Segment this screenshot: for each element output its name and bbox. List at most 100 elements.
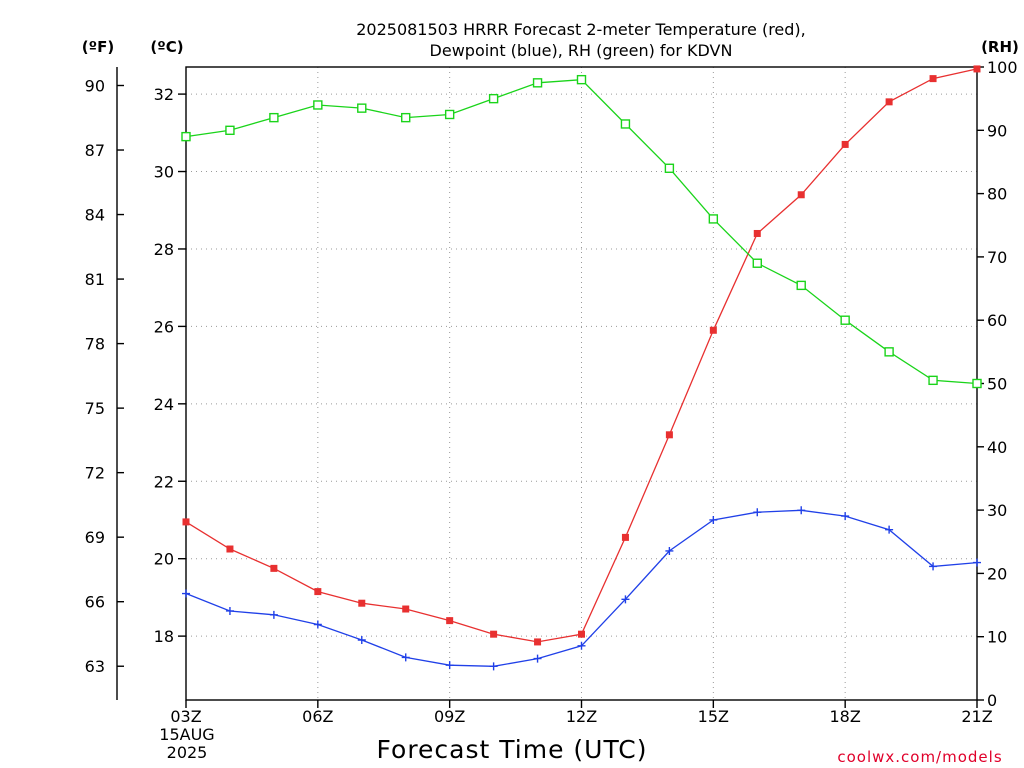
rh-tick-label: 90 xyxy=(987,121,1007,140)
chart-title-line-1: 2025081503 HRRR Forecast 2-meter Tempera… xyxy=(356,20,806,39)
x-date-year: 2025 xyxy=(167,743,208,762)
temperature-point xyxy=(534,638,542,646)
rh-tick-label: 0 xyxy=(987,691,997,710)
x-tick-label: 21Z xyxy=(961,707,992,726)
chart-title-line-2: Dewpoint (blue), RH (green) for KDVN xyxy=(430,41,733,60)
plot-frame xyxy=(185,66,978,701)
temperature-point xyxy=(797,191,805,199)
rh-point xyxy=(357,103,367,113)
rh-point xyxy=(928,375,938,386)
temperature-point xyxy=(621,533,629,541)
dewpoint-point xyxy=(533,654,542,663)
temperature-point xyxy=(578,630,585,638)
fahrenheit-tick-label: 78 xyxy=(85,335,105,354)
fahrenheit-tick-label: 75 xyxy=(85,399,105,418)
fahrenheit-tick-label: 63 xyxy=(85,657,105,676)
temperature-point xyxy=(929,75,937,83)
x-tick-label: 15Z xyxy=(698,707,729,726)
celsius-tick-label: 32 xyxy=(154,85,174,104)
celsius-tick-label: 18 xyxy=(154,627,174,646)
rh-point xyxy=(620,119,631,129)
grid-lines xyxy=(186,67,977,700)
dewpoint-point xyxy=(225,606,234,615)
dewpoint-point xyxy=(401,653,410,662)
dewpoint-point xyxy=(973,558,981,567)
fahrenheit-tick-label: 72 xyxy=(85,464,105,483)
rh-tick-label: 80 xyxy=(987,185,1007,204)
dewpoint-point xyxy=(313,620,322,629)
rh-point xyxy=(664,163,675,173)
temperature-point xyxy=(226,545,234,553)
rh-tick-label: 100 xyxy=(987,58,1018,77)
x-tick-label: 12Z xyxy=(566,707,597,726)
dewpoint-point xyxy=(357,635,366,644)
rh-point xyxy=(884,347,894,357)
x-tick-label: 18Z xyxy=(830,707,861,726)
x-tick-label: 06Z xyxy=(302,707,333,726)
fahrenheit-tick-label: 90 xyxy=(85,76,105,95)
tick-labels: 03Z 06Z 09Z 12Z 15Z 18Z 21Z 32 30 28 26 24 22 20 18 90 8… xyxy=(85,58,1018,726)
chart-title: 2025081503 HRRR Forecast 2-meter Tempera… xyxy=(356,20,806,60)
rh-tick-label: 40 xyxy=(987,438,1007,457)
rh-tick-label: 60 xyxy=(987,311,1007,330)
fahrenheit-unit-label: (ºF) xyxy=(82,38,114,56)
temperature-point xyxy=(314,588,322,596)
celsius-tick-label: 26 xyxy=(154,317,174,336)
dewpoint-point xyxy=(621,595,630,604)
dewpoint-point xyxy=(489,662,498,671)
rh-point xyxy=(972,378,982,389)
dewpoint-point xyxy=(665,546,674,555)
temperature-point xyxy=(709,326,717,334)
rh-point xyxy=(225,125,235,136)
rh-point xyxy=(401,112,411,123)
rh-point xyxy=(269,112,279,123)
rh-tick-label: 20 xyxy=(987,564,1007,583)
temperature-point xyxy=(885,98,893,106)
temperature-point xyxy=(270,564,278,572)
rh-point xyxy=(313,100,323,110)
celsius-tick-label: 20 xyxy=(154,550,174,569)
fahrenheit-tick-label: 66 xyxy=(85,593,105,612)
x-axis-title: Forecast Time (UTC) xyxy=(377,735,648,764)
temperature-point xyxy=(402,605,410,613)
temperature-point xyxy=(973,65,981,73)
temperature-line xyxy=(185,68,978,643)
rh-point xyxy=(181,131,191,142)
fahrenheit-tick-label: 69 xyxy=(85,528,105,547)
rh-point xyxy=(444,109,455,120)
rh-point xyxy=(576,74,587,85)
temperature-point xyxy=(841,140,849,148)
rh-point xyxy=(488,93,499,104)
dewpoint-point xyxy=(577,641,586,650)
dewpoint-point xyxy=(797,506,806,515)
rh-point xyxy=(708,214,719,224)
celsius-tick-label: 22 xyxy=(154,472,174,491)
x-date-day: 15AUG xyxy=(159,725,214,744)
x-tick-label: 03Z xyxy=(170,707,201,726)
temperature-point xyxy=(753,229,761,237)
dewpoint-point xyxy=(885,525,894,534)
x-tick-label: 09Z xyxy=(434,707,465,726)
rh-unit-label: (RH) xyxy=(981,38,1019,56)
temperature-point xyxy=(490,630,498,638)
dewpoint-point xyxy=(929,562,938,571)
rh-point xyxy=(752,258,762,268)
rh-tick-label: 10 xyxy=(987,628,1007,647)
dewpoint-point xyxy=(709,515,718,524)
dewpoint-point xyxy=(182,589,190,598)
dewpoint-point xyxy=(445,661,454,670)
rh-point xyxy=(796,280,806,291)
temperature-point xyxy=(665,431,673,439)
rh-tick-label: 30 xyxy=(987,501,1007,520)
celsius-tick-label: 30 xyxy=(154,163,174,182)
temperature-point xyxy=(446,617,454,625)
data-series xyxy=(181,65,982,671)
credit-label: coolwx.com/models xyxy=(837,748,1002,766)
rh-point xyxy=(840,315,850,325)
fahrenheit-tick-label: 84 xyxy=(85,206,105,225)
celsius-tick-label: 24 xyxy=(154,395,174,414)
temperature-point xyxy=(182,518,190,526)
rh-tick-label: 50 xyxy=(987,375,1007,394)
rh-point xyxy=(532,78,543,88)
